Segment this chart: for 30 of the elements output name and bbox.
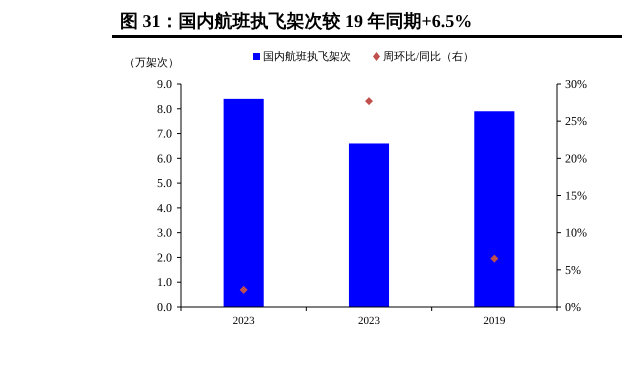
y2-tick-label: 5%	[565, 262, 581, 277]
point	[490, 254, 498, 263]
y-tick-label: 7.0	[157, 126, 172, 141]
y-tick-label: 2.0	[157, 250, 172, 264]
bar	[474, 111, 514, 307]
y-tick-label: 1.0	[157, 275, 172, 290]
y-tick-label: 5.0	[157, 176, 172, 190]
y-tick-label: 0.0	[157, 300, 172, 314]
y-tick-label: 6.0	[157, 151, 172, 166]
y-tick-label: 9.0	[157, 77, 172, 91]
y-axis-title: （万架次）	[124, 56, 179, 69]
y2-tick-label: 15%	[565, 188, 587, 202]
bar	[348, 143, 390, 307]
y2-tick-label: 0%	[565, 300, 581, 314]
legend-label: 周环比/同比（右）	[383, 50, 474, 63]
y-tick-label: 4.0	[157, 200, 172, 215]
chart-title: 图 31：国内航班执飞架次较 19 年同期+6.5%	[120, 11, 472, 31]
y2-tick-label: 25%	[565, 114, 587, 128]
point	[365, 97, 373, 106]
x-tick-label: 2019	[483, 315, 506, 327]
x-tick-label: 2023	[358, 315, 380, 327]
point	[240, 286, 248, 294]
legend-label: 国内航班执飞架次	[263, 50, 351, 63]
y2-tick-label: 30%	[565, 77, 587, 91]
y2-tick-label: 10%	[565, 226, 587, 240]
y-tick-label: 3.0	[157, 226, 172, 240]
x-tick-label: 2023	[232, 315, 256, 327]
y-tick-label: 8.0	[157, 102, 172, 116]
bar	[224, 98, 264, 307]
y2-tick-label: 20%	[565, 151, 587, 166]
